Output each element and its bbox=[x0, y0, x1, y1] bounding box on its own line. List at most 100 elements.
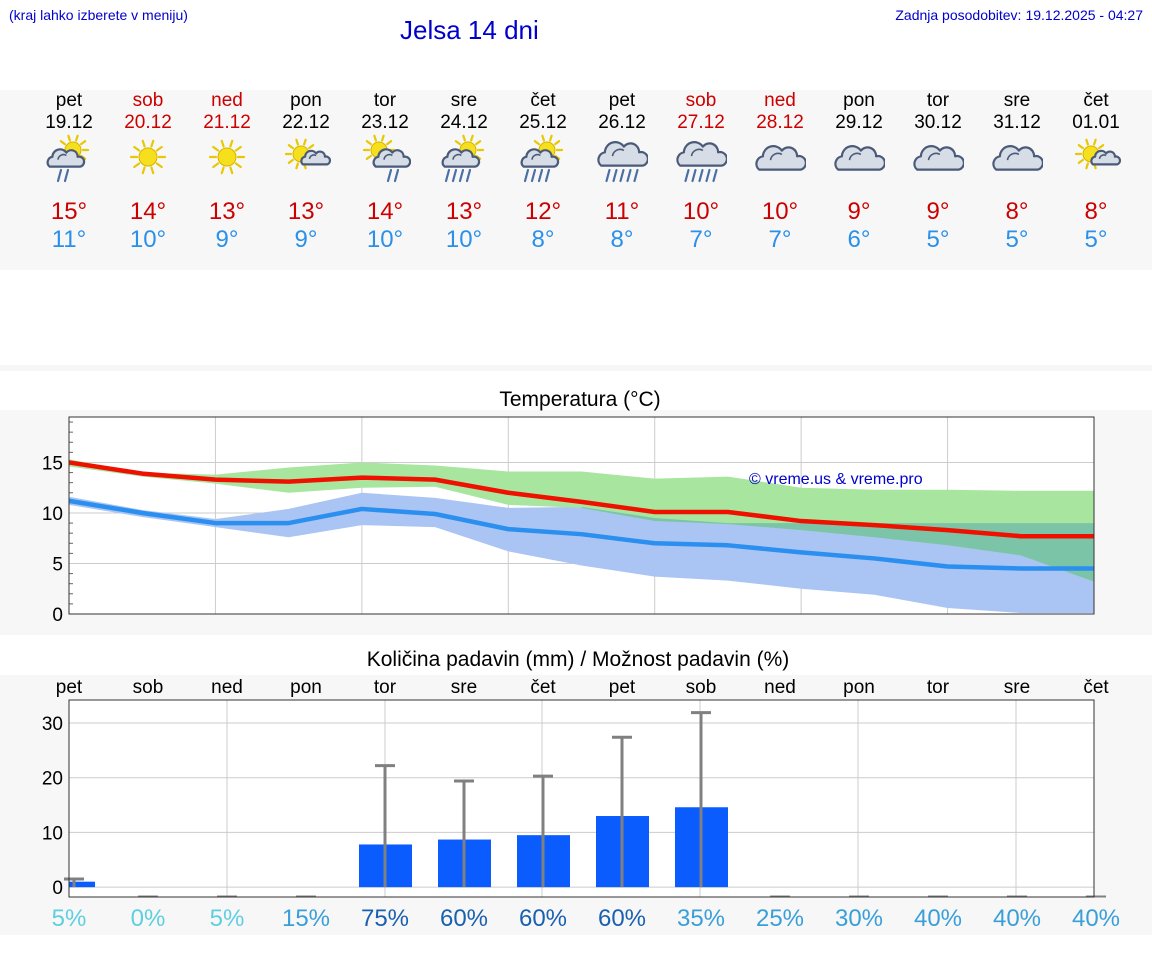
precipitation-bar bbox=[69, 881, 95, 888]
sun-icon bbox=[129, 139, 167, 175]
min-temperature: 5° bbox=[926, 226, 950, 253]
precipitation-probability: 25% bbox=[755, 905, 805, 932]
precipitation-probability: 40% bbox=[1071, 905, 1121, 932]
rain-x-day-label: sob bbox=[133, 677, 164, 698]
sun-cloud-light-rain-icon bbox=[362, 134, 412, 183]
day-date: 22.12 bbox=[282, 112, 330, 133]
weather-icon bbox=[1070, 134, 1122, 190]
min-temperature: 5° bbox=[1005, 226, 1029, 253]
rain-y-tick-label: 30 bbox=[42, 714, 63, 735]
temperature-plot-frame bbox=[68, 416, 1095, 615]
precipitation-probability: 60% bbox=[518, 905, 568, 932]
sun-cloud-rain-icon bbox=[46, 134, 90, 183]
last-update-value: 19.12.2025 - 04:27 bbox=[1025, 7, 1143, 23]
day-name: ned bbox=[211, 90, 243, 111]
day-date: 30.12 bbox=[914, 112, 962, 133]
temp-y-tick-label: 5 bbox=[52, 554, 63, 575]
precipitation-probability: 5% bbox=[209, 905, 245, 932]
day-name: pet bbox=[608, 90, 636, 111]
temp-y-tick-label: 0 bbox=[52, 605, 63, 626]
cloud-icon bbox=[755, 145, 808, 171]
day-name: sre bbox=[450, 90, 478, 111]
precipitation-probability: 15% bbox=[281, 905, 331, 932]
max-temperature: 13° bbox=[445, 198, 483, 225]
day-name: sob bbox=[132, 90, 164, 111]
cloud-icon bbox=[834, 145, 887, 171]
rain-x-day-label: sob bbox=[686, 677, 717, 698]
rain-y-tick-label: 0 bbox=[52, 878, 63, 899]
max-temperature: 14° bbox=[129, 198, 167, 225]
temp-range-overlap bbox=[581, 506, 1094, 582]
rain-x-day-label: čet bbox=[1083, 677, 1109, 698]
weather-icon bbox=[122, 134, 174, 190]
max-temperature: 13° bbox=[208, 198, 246, 225]
day-date: 23.12 bbox=[361, 112, 409, 133]
location-hint: (kraj lahko izberete v meniju) bbox=[9, 7, 188, 23]
max-temperature: 14° bbox=[366, 198, 404, 225]
min-temperature: 10° bbox=[129, 226, 167, 253]
precipitation-probability: 40% bbox=[913, 905, 963, 932]
max-temperature: 15° bbox=[50, 198, 88, 225]
day-name: tor bbox=[373, 90, 397, 111]
day-name: pon bbox=[843, 90, 875, 111]
rain-x-day-label: sre bbox=[451, 677, 477, 698]
precipitation-probability: 30% bbox=[834, 905, 884, 932]
min-temperature: 7° bbox=[768, 226, 792, 253]
rain-x-day-label: ned bbox=[211, 677, 243, 698]
weather-icon bbox=[438, 134, 490, 190]
day-date: 29.12 bbox=[835, 112, 883, 133]
day-name: čet bbox=[1083, 90, 1109, 111]
precipitation-probability: 35% bbox=[676, 905, 726, 932]
day-date: 21.12 bbox=[203, 112, 251, 133]
max-temperature: 11° bbox=[604, 198, 640, 225]
page-title: Jelsa 14 dni bbox=[400, 15, 539, 45]
weather-icon bbox=[280, 134, 332, 190]
weather-icon bbox=[43, 134, 95, 190]
cloud-icon bbox=[913, 145, 966, 171]
precipitation-probability: 5% bbox=[51, 905, 87, 932]
max-temperature: 10° bbox=[682, 198, 720, 225]
min-temperature: 5° bbox=[1084, 226, 1108, 253]
max-temperature: 9° bbox=[847, 198, 871, 225]
rain-x-day-label: tor bbox=[927, 677, 950, 698]
weather-icon bbox=[517, 134, 569, 190]
weather-icon bbox=[833, 134, 887, 190]
precipitation-plot-frame bbox=[68, 699, 1095, 898]
precipitation-chart-title: Količina padavin (mm) / Možnost padavin … bbox=[366, 648, 790, 671]
weather-icon bbox=[754, 134, 808, 190]
max-temperature-line bbox=[68, 460, 1094, 539]
max-temperature: 8° bbox=[1005, 198, 1029, 225]
min-temperature: 10° bbox=[445, 226, 483, 253]
day-date: 19.12 bbox=[45, 112, 93, 133]
max-temperature: 10° bbox=[761, 198, 799, 225]
cloud-heavy-rain-icon bbox=[597, 141, 650, 183]
precipitation-probability: 75% bbox=[360, 905, 410, 932]
day-name: pon bbox=[290, 90, 322, 111]
rain-x-day-label: pet bbox=[56, 677, 83, 698]
weather-icon bbox=[991, 134, 1045, 190]
weather-icon bbox=[675, 134, 729, 190]
day-name: tor bbox=[926, 90, 950, 111]
sun-cloud-heavy-rain-icon bbox=[520, 134, 564, 183]
cloud-heavy-rain-icon bbox=[676, 141, 729, 183]
cloud-icon bbox=[992, 145, 1045, 171]
day-date: 31.12 bbox=[993, 112, 1041, 133]
max-temperature: 9° bbox=[926, 198, 950, 225]
min-temperature: 8° bbox=[610, 226, 634, 253]
rain-x-day-label: čet bbox=[530, 677, 556, 698]
watermark: © vreme.us & vreme.pro bbox=[749, 471, 923, 488]
precipitation-probability: 60% bbox=[439, 905, 489, 932]
day-date: 24.12 bbox=[440, 112, 488, 133]
min-temp-range-band bbox=[69, 492, 1094, 613]
max-temperature: 8° bbox=[1084, 198, 1108, 225]
precipitation-probability: 40% bbox=[992, 905, 1042, 932]
rain-y-tick-label: 20 bbox=[42, 769, 63, 790]
max-temperature: 12° bbox=[524, 198, 562, 225]
last-update: Zadnja posodobitev: 19.12.2025 - 04:27 bbox=[891, 7, 1143, 23]
day-name: pet bbox=[55, 90, 83, 111]
rain-x-day-label: ned bbox=[764, 677, 796, 698]
day-date: 25.12 bbox=[519, 112, 567, 133]
min-temperature: 6° bbox=[847, 226, 871, 253]
sun-icon bbox=[208, 139, 246, 175]
